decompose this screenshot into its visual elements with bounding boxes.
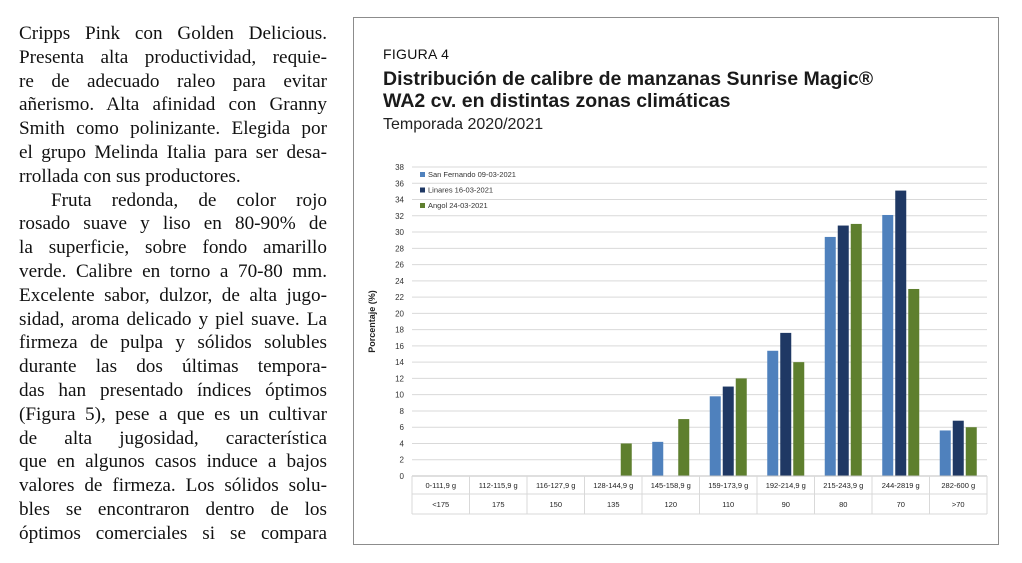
bar [709,396,721,476]
y-tick-label: 10 [395,391,404,400]
text-line: Presenta alta productividad, requie- [19,46,327,68]
text-line: Fruta redonda, de color rojo [51,189,327,211]
bar [965,427,977,476]
y-tick-label: 4 [400,439,405,448]
legend-swatch [420,203,425,208]
y-tick-label: 12 [395,374,404,383]
bar-chart: 02468101214161820222426283032343638Porce… [367,163,988,515]
text-line: das han presentado índices óptimos [19,379,327,401]
bar [767,350,779,476]
x-tick-label-secondary: 80 [839,500,847,509]
bar [824,236,836,476]
y-tick-label: 2 [400,456,405,465]
y-tick-label: 20 [395,309,404,318]
x-tick-label: 116-127,9 g [536,481,575,490]
text-line: que en algunos casos induce a bajos [19,451,327,473]
text-line: durante las dos últimas tempora- [19,356,327,378]
y-tick-label: 0 [400,472,405,481]
text-line: óptimos comerciales si se compara [19,522,327,544]
text-line: Smith como polinizante. Elegida por [19,118,327,140]
text-line: la superficie, sobre fondo amarillo [19,237,327,259]
x-tick-label-secondary: 135 [607,500,620,509]
figure-subtitle: Temporada 2020/2021 [383,116,544,133]
bar [895,190,907,476]
bar [678,419,690,476]
y-tick-label: 28 [395,244,404,253]
y-tick-label: 14 [395,358,404,367]
x-tick-label: 0-111,9 g [425,481,456,490]
article-text-column: Cripps Pink con Golden Delicious. Presen… [19,22,327,546]
y-tick-label: 30 [395,228,404,237]
x-tick-label-secondary: 120 [664,500,677,509]
figure-title-line: Distribución de calibre de manzanas Sunr… [383,68,874,90]
figure-panel: FIGURA 4 Distribución de calibre de manz… [353,17,999,545]
y-tick-label: 6 [400,423,405,432]
x-tick-label-secondary: 110 [722,500,734,509]
x-tick-label-secondary: <175 [432,500,449,509]
bar [952,420,964,476]
x-tick-label: 244-2819 g [882,481,920,490]
y-tick-label: 16 [395,342,404,351]
bar [882,214,894,476]
x-tick-label-secondary: 175 [492,500,505,509]
text-line: (Figura 5), pese a que es un cultivar [19,403,327,425]
figure-label: FIGURA 4 [383,46,450,62]
y-tick-label: 36 [395,179,404,188]
bar [908,288,920,476]
text-line: añerismo. Alta afinidad con Granny [19,94,327,116]
x-tick-label-secondary: 70 [897,500,905,509]
x-tick-label-secondary: 90 [782,500,790,509]
figure-title-line: WA2 cv. en distintas zonas climáticas [383,90,731,112]
text-line: sidad, aroma delicado y piel suave. La [19,308,327,330]
figure-title: Distribución de calibre de manzanas Sunr… [383,68,873,112]
text-line: bles se encontraron dentro de los [19,498,327,520]
text-line: Cripps Pink con Golden Delicious. [19,23,327,44]
y-axis-title: Porcentaje (%) [367,290,377,353]
x-tick-label: 282-600 g [941,481,975,490]
y-tick-label: 38 [395,163,404,172]
legend-label: San Fernando 09-03-2021 [428,170,516,179]
x-tick-label-secondary: 150 [549,500,562,509]
legend-swatch [420,172,425,177]
x-tick-label: 112-115,9 g [479,481,518,490]
y-tick-label: 8 [400,407,405,416]
text-line: el grupo Melinda Italia para ser desa- [19,141,327,163]
x-tick-label: 159-173,9 g [708,481,748,490]
x-tick-label: 128-144,9 g [593,481,633,490]
x-tick-label: 145-158,9 g [651,481,691,490]
x-tick-label-secondary: >70 [952,500,965,509]
text-line: verde. Calibre en torno a 70-80 mm. [19,260,327,282]
text-line: Excelente sabor, dulzor, de alta jugo- [19,284,327,306]
bar [722,386,734,476]
y-tick-label: 32 [395,212,404,221]
bar [939,430,951,476]
text-line: re de adecuado raleo para evitar [19,70,327,92]
text-line: rrollada con sus productores. [19,165,241,187]
x-tick-label: 215-243,9 g [823,481,863,490]
y-tick-label: 22 [395,293,404,302]
text-line: valores de firmeza. Los sólidos solu- [19,475,327,497]
bar [793,362,805,476]
y-tick-label: 26 [395,261,404,270]
y-tick-label: 34 [395,196,404,205]
text-line: rosado suave y liso en 80-90% de [19,213,327,235]
bar [850,223,862,476]
legend-label: Linares 16-03-2021 [428,186,493,195]
legend-label: Angol 24-03-2021 [428,201,488,210]
bar [780,332,792,476]
bar [652,441,664,476]
bar [620,443,632,476]
text-line: de alta jugosidad, característica [19,427,327,449]
bar [735,378,747,476]
bar [837,225,849,476]
y-tick-label: 24 [395,277,404,286]
y-tick-label: 18 [395,326,404,335]
x-tick-label: 192-214,9 g [766,481,806,490]
text-line: firmeza de pulpa y sólidos solubles [19,332,327,354]
legend-swatch [420,187,425,193]
